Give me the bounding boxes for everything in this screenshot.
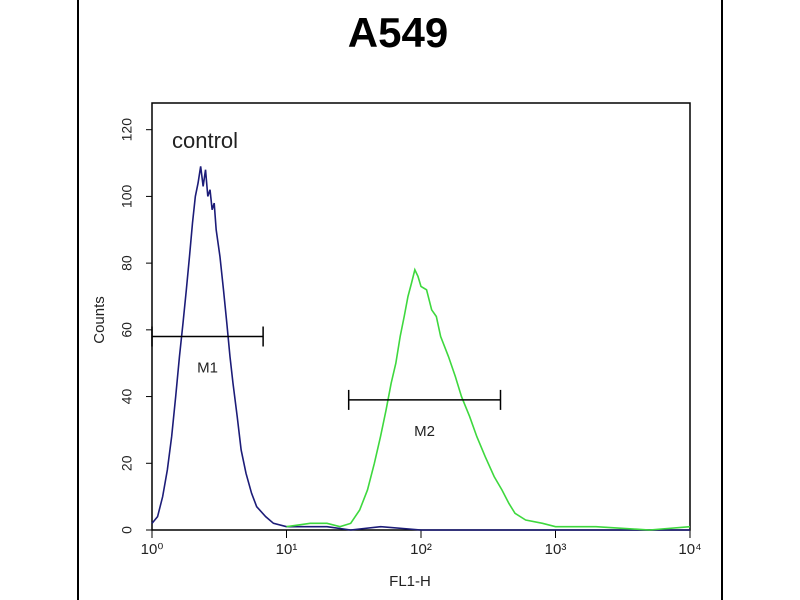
- x-tick-label: 10¹: [276, 541, 298, 558]
- y-tick-label: 120: [119, 118, 135, 142]
- x-tick-label: 10⁴: [678, 541, 701, 558]
- chart-title: A549: [348, 9, 448, 56]
- y-tick-label: 60: [119, 322, 135, 338]
- gate-label: M2: [414, 423, 435, 440]
- histogram-line: [151, 166, 690, 531]
- y-tick-label: 0: [119, 526, 135, 534]
- y-tick-label: 40: [119, 389, 135, 405]
- x-tick-label: 10²: [410, 541, 432, 558]
- x-tick-label: 10³: [545, 541, 567, 558]
- x-axis-label: FL1-H: [389, 573, 431, 590]
- y-axis-label: Counts: [91, 296, 108, 344]
- y-tick-label: 100: [119, 185, 135, 209]
- gate-label: M1: [197, 359, 218, 376]
- histogram-line: [286, 267, 691, 531]
- x-tick-label: 10⁰: [141, 541, 164, 558]
- y-tick-label: 80: [119, 255, 135, 271]
- annotation: control: [172, 128, 238, 153]
- y-tick-label: 20: [119, 455, 135, 471]
